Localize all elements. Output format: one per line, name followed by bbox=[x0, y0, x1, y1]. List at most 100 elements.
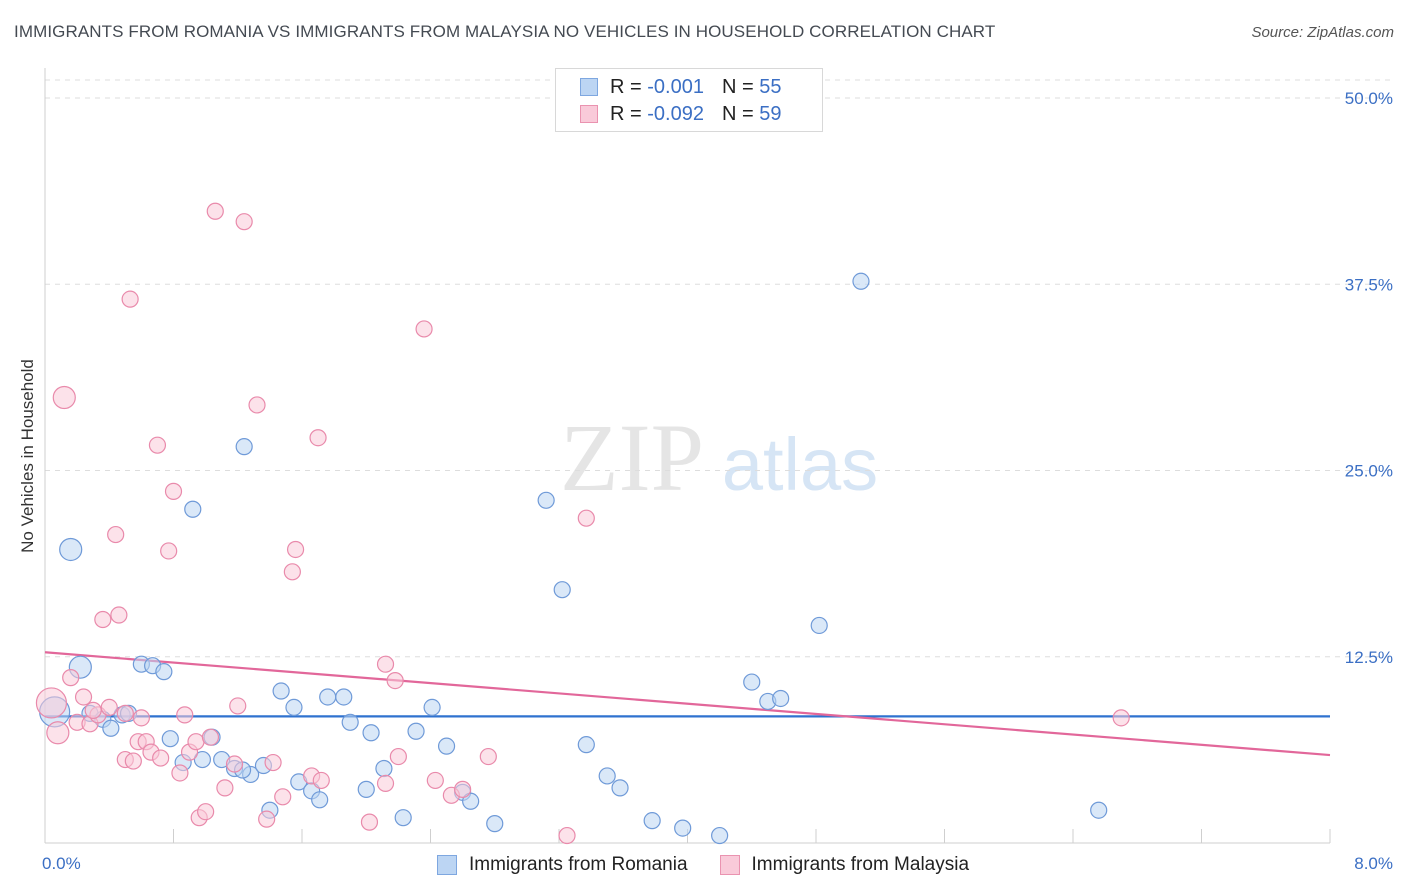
romania-point bbox=[810, 616, 828, 635]
malaysia-points bbox=[35, 202, 1130, 845]
romania-point bbox=[711, 826, 729, 845]
malaysia-trend-line bbox=[44, 651, 1331, 757]
malaysia-point bbox=[171, 764, 189, 782]
y-tick-label: 25.0% bbox=[1345, 462, 1393, 481]
chart-title: IMMIGRANTS FROM ROMANIA VS IMMIGRANTS FR… bbox=[14, 22, 996, 41]
romania-point bbox=[486, 815, 504, 833]
romania-point bbox=[184, 500, 202, 518]
malaysia-point bbox=[558, 826, 576, 845]
malaysia-point bbox=[258, 810, 276, 828]
y-tick-label: 12.5% bbox=[1345, 648, 1393, 667]
malaysia-point bbox=[312, 771, 330, 790]
romania-point bbox=[407, 722, 425, 740]
romania-point bbox=[423, 698, 441, 717]
malaysia-swatch bbox=[580, 105, 598, 123]
y-tick-label: 50.0% bbox=[1345, 89, 1393, 108]
romania-point bbox=[193, 750, 212, 769]
malaysia-point bbox=[160, 542, 178, 560]
romania-point bbox=[235, 438, 253, 456]
romania-point bbox=[155, 663, 173, 681]
malaysia-point bbox=[283, 563, 301, 581]
malaysia-point bbox=[376, 774, 395, 793]
romania-point bbox=[643, 812, 661, 830]
romania-swatch bbox=[580, 78, 598, 96]
malaysia-point bbox=[148, 436, 167, 454]
romania-r-label: R = bbox=[610, 75, 642, 98]
malaysia-point bbox=[187, 733, 205, 751]
romania-point bbox=[311, 791, 329, 809]
romania-point bbox=[598, 767, 616, 785]
romania-point bbox=[437, 737, 456, 755]
malaysia-point bbox=[201, 728, 220, 746]
romania-point bbox=[852, 272, 870, 290]
correlation-legend: R = -0.001 N = 55 R = -0.092 N = 59 bbox=[555, 68, 823, 132]
malaysia-point bbox=[235, 213, 253, 231]
x-tick-label-min: 0.0% bbox=[42, 854, 81, 873]
romania-point bbox=[462, 792, 480, 810]
legend-row-romania: R = -0.001 N = 55 bbox=[580, 73, 781, 101]
malaysia-point bbox=[577, 509, 595, 527]
source-label: Source: ZipAtlas.com bbox=[1251, 24, 1394, 41]
malaysia-legend-swatch bbox=[719, 855, 740, 875]
malaysia-point bbox=[1112, 709, 1130, 727]
malaysia-point bbox=[121, 290, 139, 308]
romania-point bbox=[341, 713, 359, 731]
x-tick-label-max: 8.0% bbox=[1354, 854, 1393, 873]
watermark: ZIP atlas bbox=[560, 404, 878, 511]
malaysia-point bbox=[309, 429, 327, 447]
malaysia-point bbox=[197, 803, 215, 821]
romania-point bbox=[319, 688, 337, 706]
malaysia-point bbox=[216, 779, 234, 797]
malaysia-legend-label: Immigrants from Malaysia bbox=[751, 854, 970, 875]
romania-legend-label: Immigrants from Romania bbox=[468, 854, 688, 875]
romania-point bbox=[161, 730, 179, 748]
malaysia-point bbox=[74, 688, 93, 706]
malaysia-point bbox=[479, 747, 497, 766]
romania-n-label: N = bbox=[721, 75, 754, 98]
malaysia-point bbox=[206, 202, 224, 220]
malaysia-point bbox=[386, 671, 404, 690]
romania-point bbox=[357, 780, 375, 798]
malaysia-point bbox=[454, 780, 472, 798]
malaysia-point bbox=[52, 385, 76, 410]
romania-point bbox=[577, 736, 595, 754]
malaysia-point bbox=[389, 747, 407, 766]
romania-point bbox=[553, 581, 571, 599]
data-points bbox=[35, 202, 1130, 845]
romania-point bbox=[285, 698, 303, 717]
malaysia-point bbox=[426, 771, 444, 790]
romania-point bbox=[394, 809, 412, 827]
legend-row-malaysia: R = -0.092 N = 59 bbox=[580, 100, 781, 128]
legend-item-malaysia: Immigrants from Malaysia bbox=[719, 854, 970, 876]
romania-point bbox=[335, 688, 353, 706]
malaysia-r-value: -0.092 bbox=[647, 102, 704, 125]
malaysia-point bbox=[229, 697, 247, 715]
romania-point bbox=[59, 537, 83, 562]
malaysia-point bbox=[274, 788, 292, 806]
romania-point bbox=[611, 779, 629, 797]
malaysia-point bbox=[415, 320, 433, 338]
romania-points bbox=[39, 272, 1108, 845]
malaysia-point bbox=[124, 752, 142, 770]
malaysia-n-label: N = bbox=[721, 102, 754, 125]
romania-point bbox=[1090, 801, 1108, 819]
romania-r-value: -0.001 bbox=[647, 75, 704, 98]
romania-point bbox=[674, 819, 692, 837]
malaysia-point bbox=[62, 669, 80, 687]
malaysia-point bbox=[360, 813, 379, 831]
romania-point bbox=[772, 689, 790, 708]
malaysia-point bbox=[376, 655, 395, 673]
malaysia-point bbox=[110, 606, 128, 624]
romania-n-value: 55 bbox=[759, 75, 782, 98]
romania-point bbox=[375, 759, 393, 778]
romania-point bbox=[743, 673, 761, 691]
series-legend: Immigrants from Romania Immigrants from … bbox=[0, 852, 1406, 878]
malaysia-point bbox=[286, 540, 305, 559]
watermark-zip: ZIP bbox=[560, 404, 704, 511]
malaysia-point bbox=[84, 701, 102, 719]
romania-point bbox=[102, 719, 120, 737]
malaysia-point bbox=[35, 687, 68, 719]
tick-labels: 12.5% 25.0% 37.5% 50.0% 0.0% 8.0% bbox=[42, 89, 1393, 873]
malaysia-point bbox=[152, 749, 170, 767]
